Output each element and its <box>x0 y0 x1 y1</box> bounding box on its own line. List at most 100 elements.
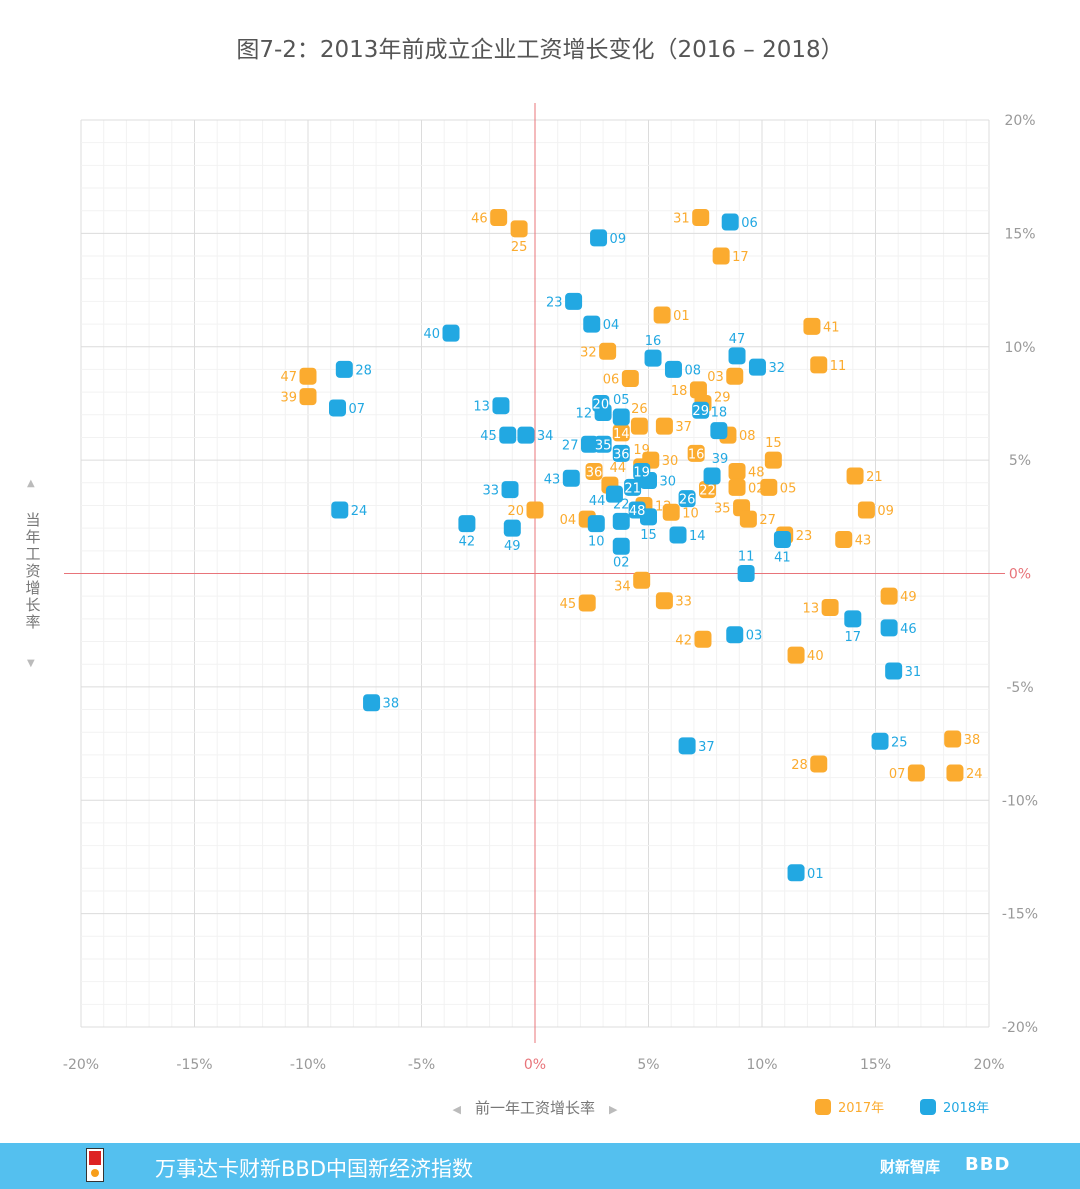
data-point-2018 <box>587 515 605 533</box>
data-point-2018 <box>329 399 347 417</box>
y-axis-label: 当年工资增长率 <box>25 511 41 631</box>
x-tick-label: 15% <box>860 1057 891 1073</box>
caixin-brand-logo: 财新智库 <box>880 1158 941 1176</box>
data-point-2017 <box>662 503 680 521</box>
data-point-2018 <box>692 401 710 419</box>
data-label-2018: 14 <box>689 529 706 544</box>
data-label-2017: 42 <box>675 633 692 648</box>
data-point-2018 <box>880 619 898 637</box>
data-label-2017: 43 <box>855 533 872 548</box>
data-point-2018 <box>624 478 642 496</box>
data-point-2018 <box>503 519 521 537</box>
data-label-2017: 30 <box>662 454 679 469</box>
data-label-2018: 39 <box>712 452 729 467</box>
data-point-2017 <box>621 369 639 387</box>
data-point-2017 <box>787 646 805 664</box>
data-label-2017: 38 <box>964 733 981 748</box>
data-label-2018: 38 <box>383 697 400 712</box>
data-point-2017 <box>694 630 712 648</box>
data-point-2018 <box>748 358 766 376</box>
data-label-2017: 31 <box>673 212 690 227</box>
data-point-2018 <box>331 501 349 519</box>
data-label-2017: 33 <box>675 595 692 610</box>
data-label-2017: 23 <box>796 529 813 544</box>
data-point-2018 <box>499 426 517 444</box>
data-label-2017: 28 <box>791 758 808 773</box>
data-point-2017 <box>612 424 630 442</box>
data-label-2018: 30 <box>660 475 677 490</box>
data-point-2018 <box>721 213 739 231</box>
data-point-2018 <box>628 501 646 519</box>
legend-swatch-2017 <box>815 1098 831 1115</box>
data-label-2018: 42 <box>459 535 476 550</box>
data-label-2017: 13 <box>803 602 820 617</box>
data-point-2018 <box>773 530 791 548</box>
data-point-2017 <box>655 592 673 610</box>
data-point-2018 <box>517 426 535 444</box>
data-point-2018 <box>583 315 601 333</box>
data-label-2018: 24 <box>351 504 368 519</box>
data-label-2018: 44 <box>589 494 606 509</box>
data-label-2017: 48 <box>748 465 765 480</box>
data-label-2018: 27 <box>562 438 579 453</box>
data-label-2017: 17 <box>732 250 749 265</box>
scatter-plot: -20% -15% -10% -5% 0% 5% 10% 15% 20% 20% 15% 10% 5% 0… <box>63 103 1038 1073</box>
arrow-left-icon: ◀ <box>452 1103 461 1116</box>
data-label-2017: 35 <box>714 502 731 517</box>
y-tick-label: 10% <box>1004 340 1035 356</box>
data-label-2017: 16 <box>688 447 705 462</box>
data-point-2017 <box>728 462 746 480</box>
data-label-2017: 45 <box>560 597 577 612</box>
data-point-2018 <box>580 435 598 453</box>
x-tick-label: -20% <box>63 1057 99 1073</box>
data-label-2017: 47 <box>280 370 297 385</box>
data-point-2017 <box>726 367 744 385</box>
y-tick-label: -20% <box>1002 1020 1038 1036</box>
data-label-2018: 07 <box>349 402 366 417</box>
data-point-2018 <box>605 485 623 503</box>
data-point-2018 <box>612 512 630 530</box>
y-tick-label: 20% <box>1004 113 1035 129</box>
data-label-2017: 03 <box>707 370 724 385</box>
data-label-2017: 21 <box>866 470 883 485</box>
x-tick-label: -10% <box>290 1057 326 1073</box>
chart-title: 图7-2：2013年前成立企业工资增长变化（2016 – 2018） <box>236 37 844 63</box>
data-label-2017: 07 <box>889 767 906 782</box>
data-point-2018 <box>669 526 687 544</box>
data-label-2017: 40 <box>807 649 824 664</box>
data-label-2018: 15 <box>640 528 657 543</box>
data-label-2018: 29 <box>692 404 709 419</box>
data-point-2018 <box>728 347 746 365</box>
x-tick-label: 5% <box>637 1057 659 1073</box>
data-point-2018 <box>562 469 580 487</box>
data-point-2017 <box>526 501 544 519</box>
data-point-2018 <box>335 360 353 378</box>
legend-label-2018: 2018年 <box>943 1101 990 1116</box>
data-label-2017: 06 <box>603 372 620 387</box>
data-label-2017: 24 <box>966 767 983 782</box>
data-label-2017: 32 <box>580 345 597 360</box>
data-point-2018 <box>726 626 744 644</box>
data-point-2017 <box>655 417 673 435</box>
data-label-2018: 31 <box>905 665 922 680</box>
data-point-2018 <box>633 462 651 480</box>
data-label-2017: 36 <box>586 465 603 480</box>
data-point-2018 <box>363 694 381 712</box>
data-label-2017: 49 <box>900 590 917 605</box>
x-tick-label: -5% <box>408 1057 435 1073</box>
data-label-2017: 44 <box>610 461 627 476</box>
x-tick-label: 10% <box>746 1057 777 1073</box>
nei-logo <box>86 1148 104 1182</box>
data-point-2018 <box>844 610 862 628</box>
data-point-2018 <box>501 481 519 499</box>
y-tick-label: -15% <box>1002 907 1038 923</box>
data-point-2018 <box>703 467 721 485</box>
data-point-2017 <box>739 510 757 528</box>
y-tick-label: -10% <box>1002 793 1038 809</box>
data-label-2018: 20 <box>593 397 610 412</box>
arrow-up-icon: ▲ <box>27 478 35 489</box>
x-axis-label: 前一年工资增长率 <box>474 1099 595 1117</box>
arrow-down-icon: ▼ <box>27 658 35 669</box>
data-point-2017 <box>299 367 317 385</box>
data-label-2018: 21 <box>624 481 641 496</box>
